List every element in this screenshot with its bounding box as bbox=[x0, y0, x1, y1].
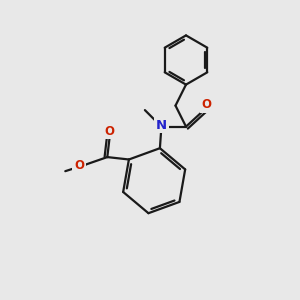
Text: N: N bbox=[156, 118, 167, 132]
Text: O: O bbox=[74, 159, 84, 172]
Text: O: O bbox=[105, 125, 115, 138]
Text: O: O bbox=[201, 98, 212, 111]
